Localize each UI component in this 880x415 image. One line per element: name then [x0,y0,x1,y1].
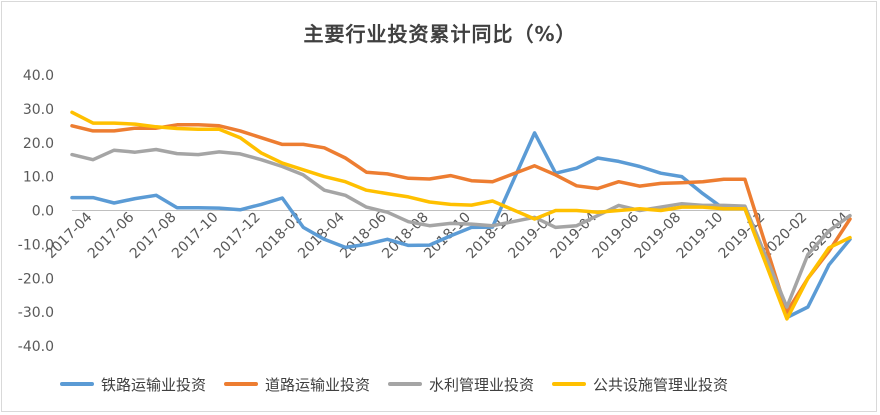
legend-label: 水利管理业投资 [429,375,535,394]
series-line-3 [70,110,852,321]
y-tick-label: 0.0 [32,204,54,220]
y-tick-label: -10.0 [18,237,54,253]
series-line-2 [70,147,852,309]
series-line-1 [70,123,852,314]
legend-label: 道路运输业投资 [265,375,371,394]
legend-swatch [388,382,423,386]
y-tick-label: 10.0 [23,170,54,186]
legend: 铁路运输业投资 道路运输业投资 水利管理业投资 公共设施管理业投资 [60,372,746,396]
legend-item: 铁路运输业投资 [60,374,206,395]
y-tick-label: 40.0 [23,68,54,84]
series-lines [70,110,852,321]
legend-item: 公共设施管理业投资 [552,374,728,395]
chart-title: 主要行业投资累计同比（%） [303,22,577,46]
y-axis: 40.0 30.0 20.0 10.0 0.0 -10.0 -20.0 -30.0 -40.0 [18,68,54,355]
y-tick-label: 30.0 [23,102,54,118]
legend-label: 铁路运输业投资 [101,375,207,394]
y-tick-label: -40.0 [18,339,54,355]
legend-label: 公共设施管理业投资 [593,375,729,394]
y-tick-label: 20.0 [23,136,54,152]
legend-swatch [60,382,94,386]
legend-item: 水利管理业投资 [388,374,534,395]
legend-swatch [552,382,587,386]
legend-item: 道路运输业投资 [224,374,370,395]
legend-swatch [224,382,259,386]
series-line-0 [70,131,852,320]
y-tick-label: -30.0 [18,305,54,321]
y-tick-label: -20.0 [18,271,54,287]
